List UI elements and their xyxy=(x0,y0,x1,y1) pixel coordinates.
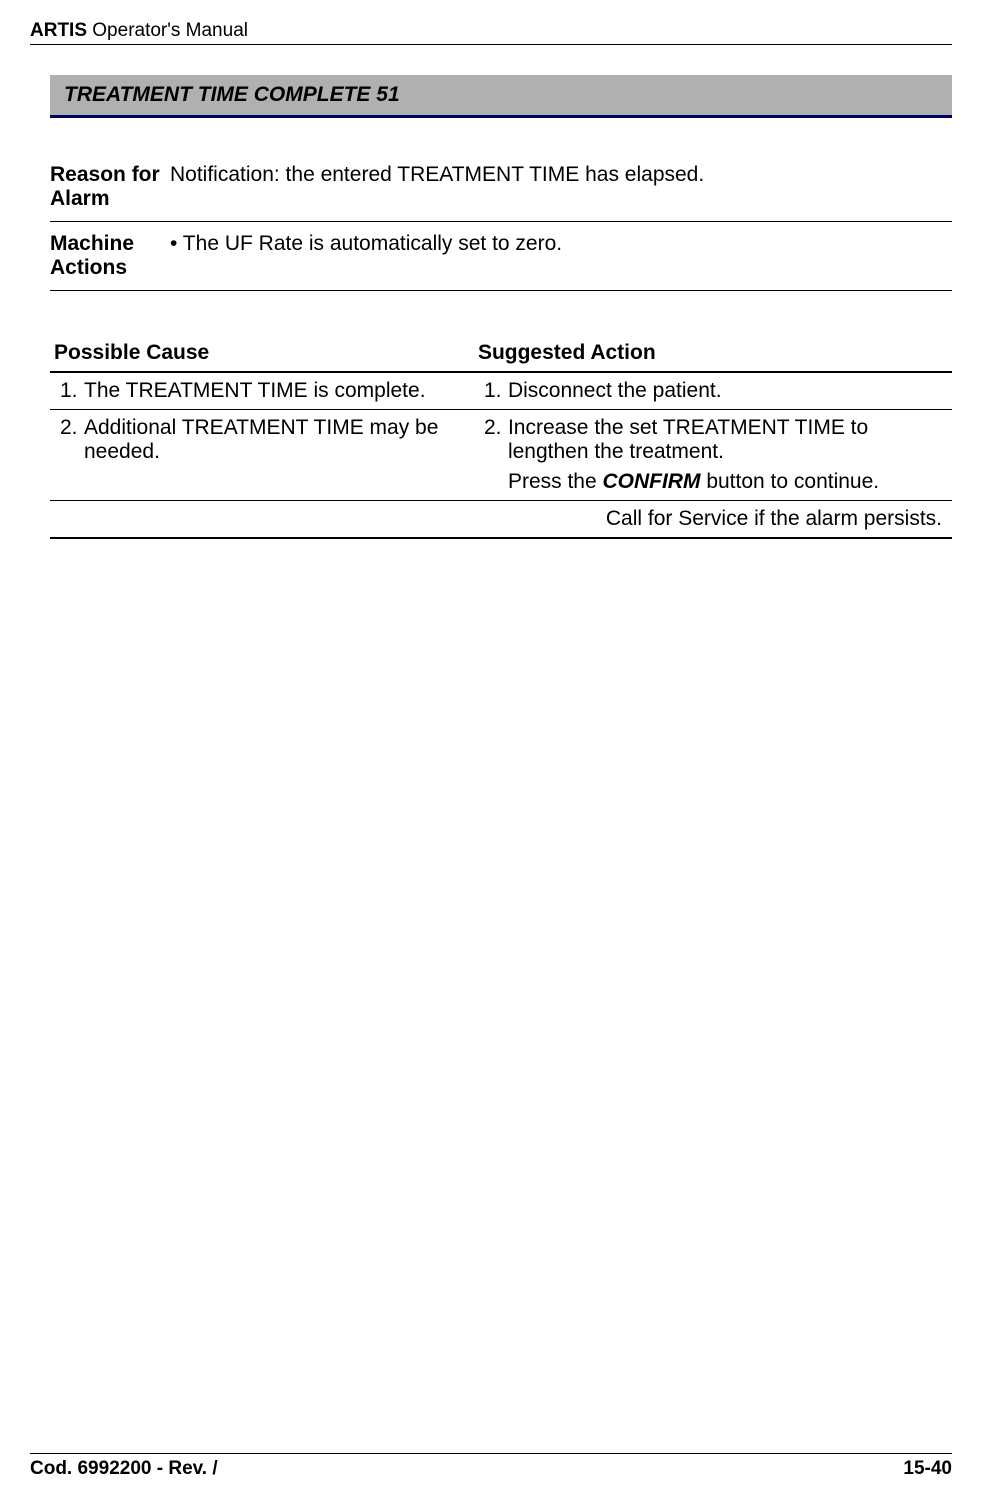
footer-right: 15-40 xyxy=(903,1458,952,1480)
cause-text: The TREATMENT TIME is complete. xyxy=(84,379,455,403)
page-header: ARTIS Operator's Manual xyxy=(30,20,952,45)
section-title: TREATMENT TIME COMPLETE 51 xyxy=(50,75,952,118)
reason-label: Reason for Alarm xyxy=(50,163,170,211)
suggested-action-header: Suggested Action xyxy=(474,341,952,365)
action-text: Increase the set TREATMENT TIME to lengt… xyxy=(508,416,938,464)
footer-left: Cod. 6992200 - Rev. / xyxy=(30,1458,218,1480)
table-row: 1.The TREATMENT TIME is complete. 1.Disc… xyxy=(50,373,952,410)
table-header-row: Possible Cause Suggested Action xyxy=(50,341,952,373)
action-subtext: Press the CONFIRM button to continue. xyxy=(484,470,942,494)
action-num: 1. xyxy=(484,379,508,403)
reason-row: Reason for Alarm Notification: the enter… xyxy=(50,153,952,222)
cause-num: 1. xyxy=(60,379,84,403)
machine-row: Machine Actions • The UF Rate is automat… xyxy=(50,222,952,291)
action-sub-post: button to continue. xyxy=(700,470,879,493)
header-title: ARTIS Operator's Manual xyxy=(30,20,248,42)
action-num: 2. xyxy=(484,416,508,440)
table-row: 2.Additional TREATMENT TIME may be neede… xyxy=(50,410,952,501)
service-note: Call for Service if the alarm persists. xyxy=(50,501,952,539)
page-footer: Cod. 6992200 - Rev. / 15-40 xyxy=(30,1453,952,1480)
action-sub-pre: Press the xyxy=(508,470,603,493)
cause-num: 2. xyxy=(60,416,84,440)
cause-text: Additional TREATMENT TIME may be needed. xyxy=(84,416,455,464)
confirm-bold: CONFIRM xyxy=(602,470,700,493)
action-cell: 1.Disconnect the patient. xyxy=(474,379,952,403)
action-cell: 2.Increase the set TREATMENT TIME to len… xyxy=(474,416,952,494)
cause-action-table: Possible Cause Suggested Action 1.The TR… xyxy=(50,341,952,539)
cause-cell: 1.The TREATMENT TIME is complete. xyxy=(50,379,474,403)
info-table: Reason for Alarm Notification: the enter… xyxy=(50,153,952,291)
action-text: Disconnect the patient. xyxy=(508,379,938,403)
manual-name: Operator's Manual xyxy=(92,20,248,41)
possible-cause-header: Possible Cause xyxy=(50,341,474,365)
product-name: ARTIS xyxy=(30,20,87,41)
cause-cell: 2.Additional TREATMENT TIME may be neede… xyxy=(50,416,474,494)
reason-value: Notification: the entered TREATMENT TIME… xyxy=(170,163,952,211)
machine-value: • The UF Rate is automatically set to ze… xyxy=(170,232,952,280)
machine-label: Machine Actions xyxy=(50,232,170,280)
